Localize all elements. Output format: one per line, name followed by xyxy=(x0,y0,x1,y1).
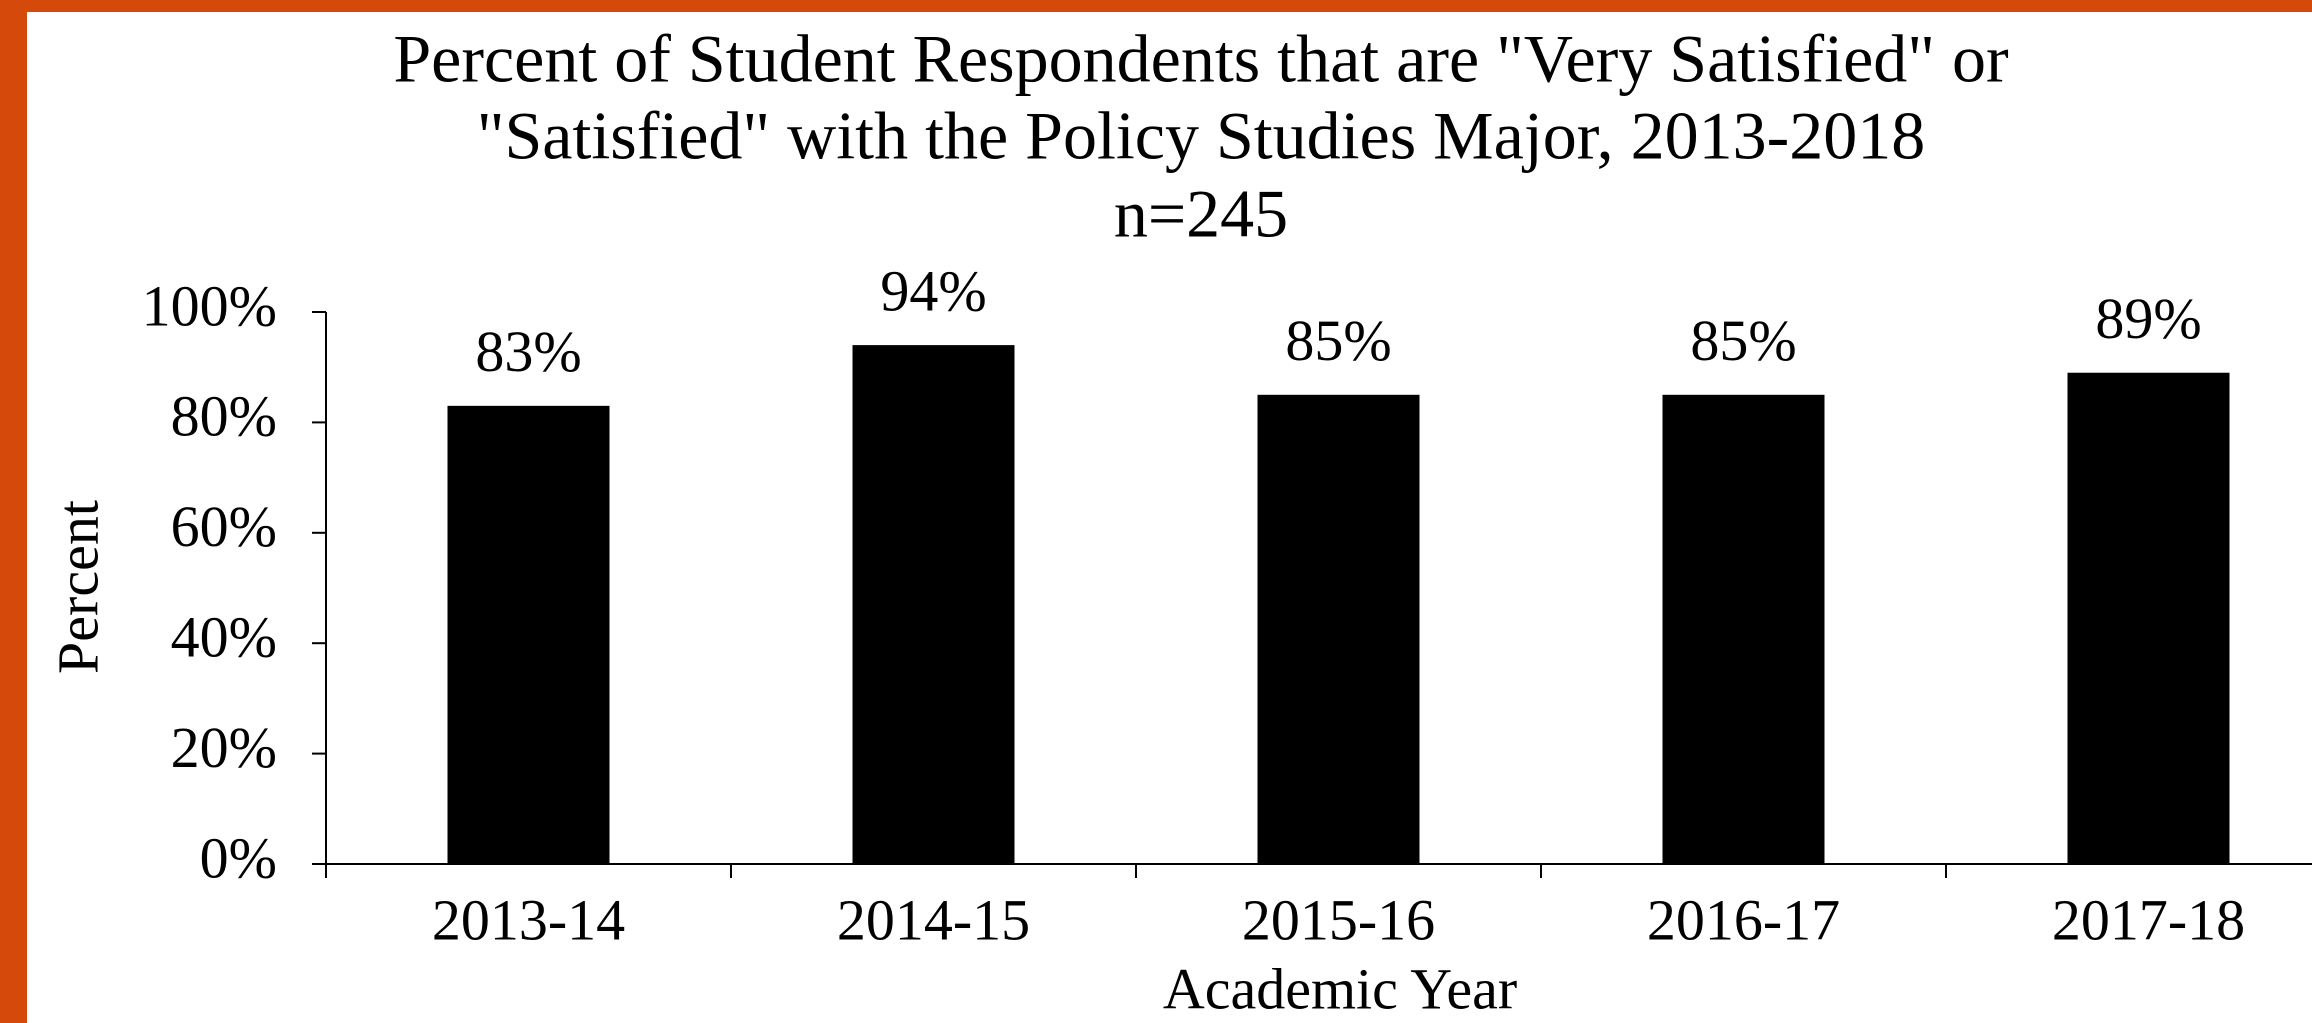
y-axis-title: Percent xyxy=(45,500,110,674)
x-tick-label: 2014-15 xyxy=(837,887,1030,952)
x-tick-label: 2015-16 xyxy=(1242,887,1435,952)
data-label: 89% xyxy=(2095,286,2201,351)
bar xyxy=(2067,372,2230,864)
chart-title: "Satisfied" with the Policy Studies Majo… xyxy=(477,98,1926,174)
y-tick-label: 60% xyxy=(171,494,277,559)
x-tick-label: 2017-18 xyxy=(2052,887,2245,952)
bar xyxy=(1257,394,1420,864)
chart-title: Percent of Student Respondents that are … xyxy=(393,21,2009,97)
x-tick-label: 2016-17 xyxy=(1647,887,1840,952)
bar xyxy=(1662,394,1825,864)
y-tick-label: 100% xyxy=(142,273,277,338)
x-tick-label: 2013-14 xyxy=(432,887,625,952)
bar xyxy=(447,405,610,864)
data-label: 83% xyxy=(475,319,581,384)
y-tick-label: 40% xyxy=(171,605,277,670)
data-label: 94% xyxy=(880,258,986,323)
chart-background xyxy=(27,12,2312,1023)
y-tick-label: 80% xyxy=(171,384,277,449)
y-tick-label: 0% xyxy=(200,825,277,890)
y-tick-label: 20% xyxy=(171,715,277,780)
chart-subtitle: n=245 xyxy=(1114,176,1288,252)
data-label: 85% xyxy=(1690,308,1796,373)
bar xyxy=(852,345,1015,864)
data-label: 85% xyxy=(1285,308,1391,373)
x-axis-title: Academic Year xyxy=(1163,956,1517,1021)
